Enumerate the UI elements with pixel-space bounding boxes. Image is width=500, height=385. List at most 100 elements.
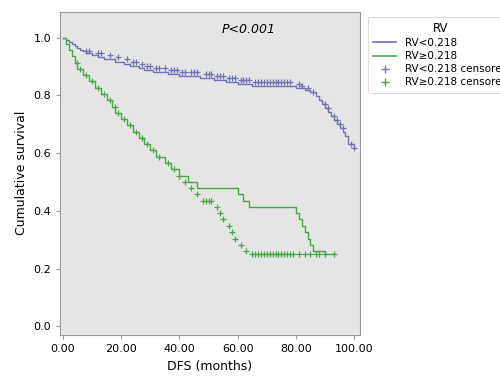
Point bbox=[198, 198, 206, 204]
Point bbox=[114, 54, 122, 60]
Point bbox=[280, 251, 288, 257]
Point bbox=[236, 77, 244, 83]
Point bbox=[242, 248, 250, 254]
Point bbox=[112, 104, 120, 110]
Point bbox=[144, 62, 152, 69]
Point bbox=[240, 77, 248, 83]
Point bbox=[330, 251, 338, 257]
Point bbox=[286, 79, 294, 85]
Point bbox=[272, 251, 280, 257]
Point bbox=[295, 251, 303, 257]
Point bbox=[106, 97, 114, 103]
Point bbox=[274, 79, 282, 85]
Point bbox=[280, 79, 288, 85]
Point bbox=[166, 67, 174, 73]
Point bbox=[312, 251, 320, 257]
Point bbox=[94, 50, 102, 57]
Point bbox=[202, 198, 209, 204]
Point bbox=[268, 79, 276, 85]
Point bbox=[260, 251, 268, 257]
Point bbox=[266, 251, 274, 257]
Point bbox=[208, 70, 216, 77]
Point bbox=[231, 75, 239, 81]
Point bbox=[152, 64, 160, 71]
Point bbox=[155, 154, 163, 160]
Point bbox=[187, 69, 195, 75]
Point bbox=[225, 75, 233, 81]
Point bbox=[321, 101, 329, 107]
Point bbox=[126, 122, 134, 129]
Point bbox=[289, 251, 297, 257]
Point bbox=[161, 64, 169, 71]
Point bbox=[155, 64, 163, 71]
Point bbox=[181, 179, 189, 185]
Point bbox=[176, 172, 184, 179]
Point bbox=[304, 85, 312, 91]
Point bbox=[149, 147, 157, 154]
Point bbox=[82, 72, 90, 78]
Point bbox=[219, 73, 227, 79]
Point bbox=[170, 166, 177, 172]
Point bbox=[251, 251, 259, 257]
Point bbox=[228, 229, 236, 235]
Point bbox=[74, 60, 82, 66]
Point bbox=[283, 79, 291, 85]
Point bbox=[97, 50, 105, 57]
Point bbox=[129, 59, 137, 65]
Point bbox=[88, 79, 96, 85]
Point bbox=[251, 79, 259, 85]
Point bbox=[172, 67, 180, 73]
Text: P<0.001: P<0.001 bbox=[222, 23, 276, 36]
Point bbox=[144, 141, 152, 147]
Point bbox=[204, 198, 212, 204]
X-axis label: DFS (months): DFS (months) bbox=[168, 360, 252, 373]
Point bbox=[114, 110, 122, 116]
Point bbox=[300, 251, 308, 257]
Point bbox=[254, 79, 262, 85]
Point bbox=[348, 141, 356, 147]
Point bbox=[181, 69, 189, 75]
Point bbox=[310, 89, 318, 95]
Point bbox=[338, 125, 346, 131]
Point bbox=[263, 251, 271, 257]
Point bbox=[231, 235, 239, 242]
Point bbox=[94, 85, 102, 91]
Point bbox=[193, 191, 201, 198]
Point bbox=[216, 73, 224, 79]
Point bbox=[208, 198, 216, 204]
Point bbox=[120, 116, 128, 122]
Point bbox=[242, 77, 250, 83]
Point bbox=[274, 251, 282, 257]
Point bbox=[228, 75, 236, 81]
Point bbox=[225, 223, 233, 229]
Point bbox=[236, 241, 244, 248]
Point bbox=[193, 69, 201, 75]
Point bbox=[123, 57, 131, 63]
Point bbox=[187, 185, 195, 191]
Point bbox=[278, 79, 285, 85]
Legend: RV<0.218, RV≥0.218, RV<0.218 censored, RV≥0.218 censored: RV<0.218, RV≥0.218, RV<0.218 censored, R… bbox=[368, 17, 500, 93]
Point bbox=[170, 67, 177, 73]
Point bbox=[146, 62, 154, 69]
Point bbox=[178, 69, 186, 75]
Point bbox=[132, 59, 140, 65]
Point bbox=[248, 251, 256, 257]
Point bbox=[202, 70, 209, 77]
Point bbox=[82, 49, 90, 55]
Point bbox=[132, 129, 140, 135]
Point bbox=[350, 146, 358, 152]
Point bbox=[257, 79, 265, 85]
Point bbox=[138, 60, 145, 67]
Point bbox=[106, 52, 114, 59]
Point bbox=[266, 79, 274, 85]
Point bbox=[138, 135, 145, 141]
Point bbox=[286, 251, 294, 257]
Point bbox=[246, 77, 254, 83]
Point bbox=[306, 251, 314, 257]
Point bbox=[330, 113, 338, 119]
Point bbox=[260, 79, 268, 85]
Point bbox=[204, 70, 212, 77]
Point bbox=[295, 81, 303, 87]
Point bbox=[283, 251, 291, 257]
Point bbox=[324, 105, 332, 111]
